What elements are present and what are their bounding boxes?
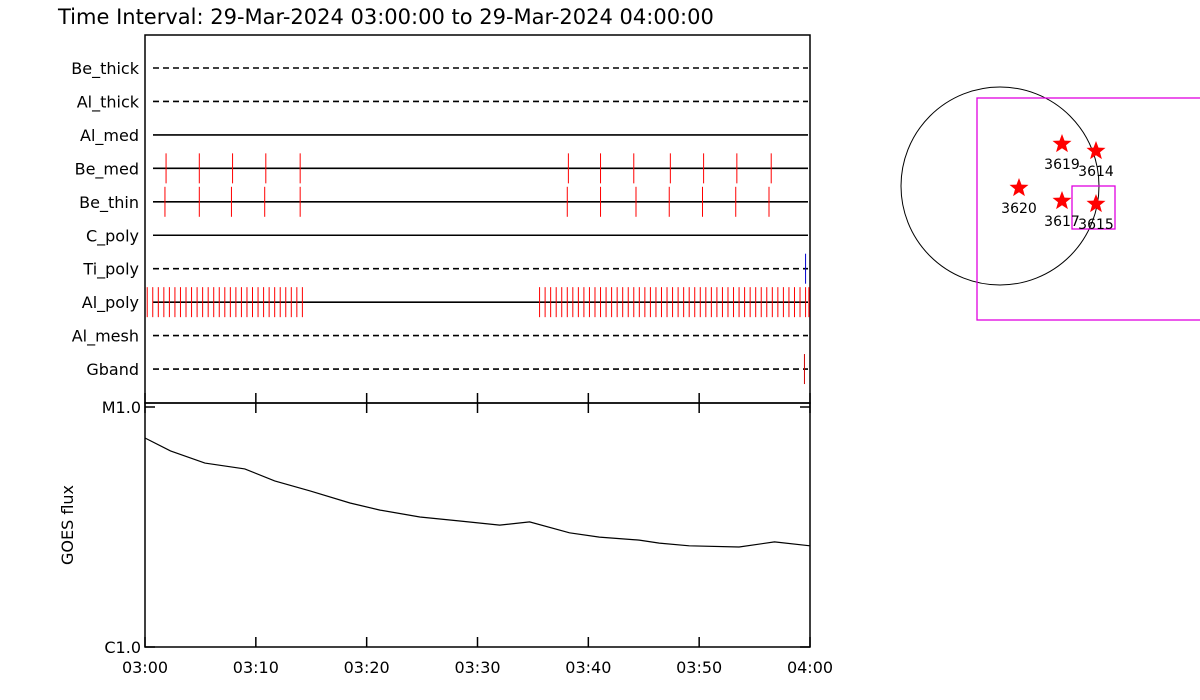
row-label: Ti_poly bbox=[82, 260, 139, 280]
row-label: C_poly bbox=[86, 226, 139, 246]
solar-disk bbox=[900, 86, 1100, 286]
x-tick-label: 03:00 bbox=[122, 658, 168, 677]
timeline-frame bbox=[144, 34, 811, 404]
y-tick-label: M1.0 bbox=[102, 398, 141, 417]
x-tick-label: 03:40 bbox=[565, 658, 611, 677]
sun-map bbox=[900, 86, 1200, 321]
row-label: Al_poly bbox=[82, 293, 139, 313]
row-label: Be_thick bbox=[71, 59, 139, 79]
y-axis-label: GOES flux bbox=[58, 485, 77, 565]
region-label: 3614 bbox=[1078, 164, 1114, 180]
region-star bbox=[1009, 178, 1029, 197]
region-star bbox=[1086, 194, 1106, 213]
region-star bbox=[1052, 191, 1072, 210]
row-label: Al_mesh bbox=[72, 327, 139, 347]
region-label: 3615 bbox=[1078, 217, 1114, 233]
region-label: 3619 bbox=[1044, 157, 1080, 173]
fov-box-small bbox=[1071, 185, 1116, 230]
x-tick-label: 03:50 bbox=[676, 658, 722, 677]
x-tick-label: 03:10 bbox=[233, 658, 279, 677]
region-star bbox=[1052, 134, 1072, 153]
goes-curve bbox=[144, 437, 811, 548]
row-label: Al_thick bbox=[77, 92, 140, 112]
row-label: Be_thin bbox=[79, 193, 139, 213]
y-tick-label: C1.0 bbox=[104, 638, 141, 657]
region-label: 3617 bbox=[1044, 214, 1080, 230]
x-tick-label: 04:00 bbox=[787, 658, 833, 677]
row-label: Gband bbox=[86, 360, 139, 379]
x-tick-label: 03:20 bbox=[344, 658, 390, 677]
fov-box bbox=[976, 97, 1200, 321]
row-label: Be_med bbox=[75, 159, 139, 179]
row-label: Al_med bbox=[80, 126, 139, 146]
chart-title: Time Interval: 29-Mar-2024 03:00:00 to 2… bbox=[57, 5, 714, 29]
goes-frame bbox=[144, 402, 811, 648]
region-star bbox=[1086, 141, 1106, 160]
region-label: 3620 bbox=[1001, 201, 1037, 217]
x-tick-label: 03:30 bbox=[454, 658, 500, 677]
